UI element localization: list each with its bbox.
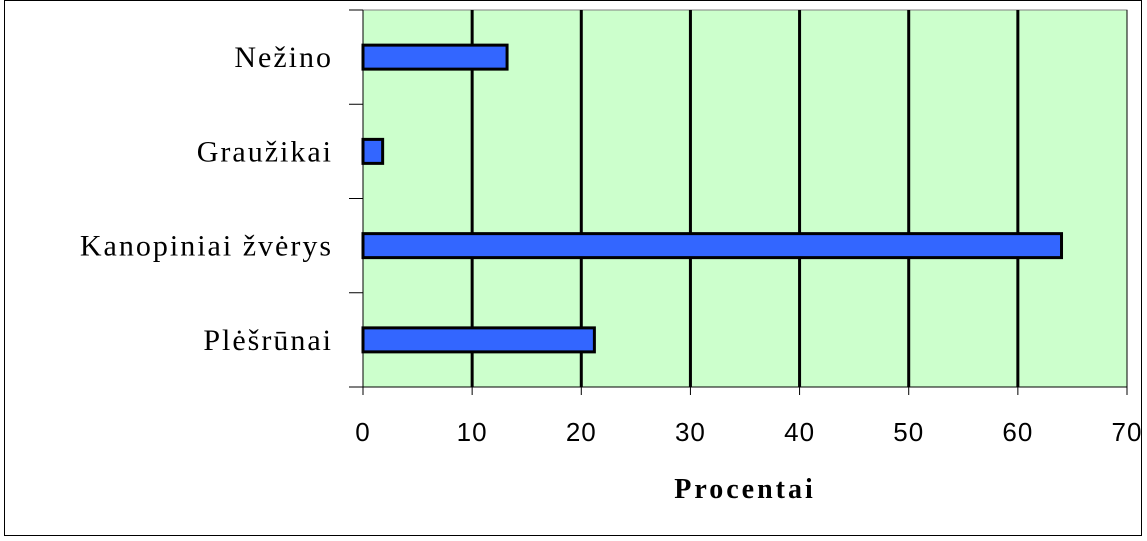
axes	[349, 9, 1128, 395]
x-tick-label-20: 20	[566, 417, 597, 447]
category-label-0: Nežino	[234, 41, 333, 74]
category-label-2: Kanopiniai žvėrys	[80, 230, 333, 263]
x-tick-label-70: 70	[1112, 417, 1143, 447]
bar-2	[361, 232, 1064, 260]
bar-3	[361, 326, 596, 354]
x-tick-label-60: 60	[1002, 417, 1033, 447]
category-label-3: Plėšrūnai	[203, 324, 333, 357]
x-tick-label-30: 30	[675, 417, 706, 447]
x-axis-title: Procentai	[674, 474, 816, 505]
bar-0	[361, 43, 509, 71]
bar-1	[361, 137, 385, 165]
x-tick-label-10: 10	[457, 417, 488, 447]
plot-area	[362, 9, 1128, 388]
x-tick-label-50: 50	[893, 417, 924, 447]
category-label-1: Graužikai	[197, 135, 333, 168]
x-tick-label-40: 40	[784, 417, 815, 447]
labels: Nežino Graužikai Kanopiniai žvėrys Plėšrūna…	[80, 41, 1143, 447]
gridlines	[470, 10, 1128, 387]
x-tick-label-0: 0	[355, 417, 370, 447]
